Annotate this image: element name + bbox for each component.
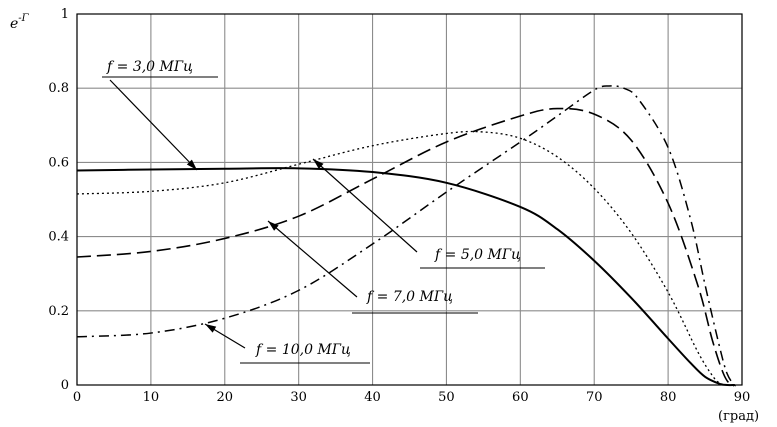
- y-tick-label: 0.2: [48, 304, 69, 319]
- y-axis-title-sup: -Γ: [18, 13, 29, 24]
- annotation-arrow: [109, 79, 198, 171]
- annotation-arrow: [267, 220, 358, 298]
- arrowhead-icon: [205, 324, 217, 333]
- series-line-2: [76, 130, 735, 386]
- x-axis-unit: (град): [718, 409, 759, 424]
- x-tick-label: 70: [586, 390, 603, 405]
- annotations: f = 3,0 МГц f = 5,0 МГц f = 7,0 МГц f = 10,…: [102, 59, 545, 364]
- annotation-2: f = 5,0 МГц: [312, 158, 545, 269]
- y-axis-title-base: e: [10, 16, 18, 32]
- annotation-3: f = 7,0 МГц: [267, 220, 478, 314]
- x-tick-label: 40: [364, 390, 381, 405]
- y-tick-label: 0: [61, 378, 69, 393]
- x-tick-label: 30: [290, 390, 307, 405]
- series-line-1: [76, 167, 735, 387]
- annotation-label: f = 5,0 МГц: [434, 247, 521, 263]
- annotation-label: f = 7,0 МГц: [366, 289, 453, 305]
- x-tick-label: 60: [512, 390, 529, 405]
- arrowhead-icon: [186, 159, 197, 170]
- series-line-4: [76, 85, 739, 387]
- tick-labels: 0 10 20 30 40 50 60 70 80 90 0 0.2 0.4 0.6 0.8 1: [48, 7, 750, 405]
- series-lines: [76, 85, 739, 387]
- y-axis-title: e-Γ: [10, 13, 30, 32]
- annotation-4: f = 10,0 МГц: [204, 323, 370, 364]
- annotation-arrow: [312, 158, 418, 253]
- x-tick-label: 0: [73, 390, 81, 405]
- y-tick-label: 1: [61, 7, 69, 22]
- annotation-label: f = 3,0 МГц: [106, 59, 193, 75]
- arrowhead-icon: [268, 221, 279, 231]
- x-tick-label: 50: [438, 390, 455, 405]
- plot-frame: [76, 13, 743, 386]
- series-line-3: [76, 107, 735, 387]
- arrowhead-icon: [313, 159, 324, 169]
- annotation-1: f = 3,0 МГц: [102, 59, 218, 171]
- x-tick-label: 90: [734, 390, 751, 405]
- y-tick-label: 0.8: [48, 81, 69, 96]
- x-tick-label: 80: [660, 390, 677, 405]
- x-tick-label: 20: [217, 390, 234, 405]
- x-tick-label: 10: [143, 390, 160, 405]
- annotation-label: f = 10,0 МГц: [255, 342, 351, 358]
- y-tick-label: 0.4: [48, 230, 69, 245]
- y-tick-label: 0.6: [48, 155, 69, 170]
